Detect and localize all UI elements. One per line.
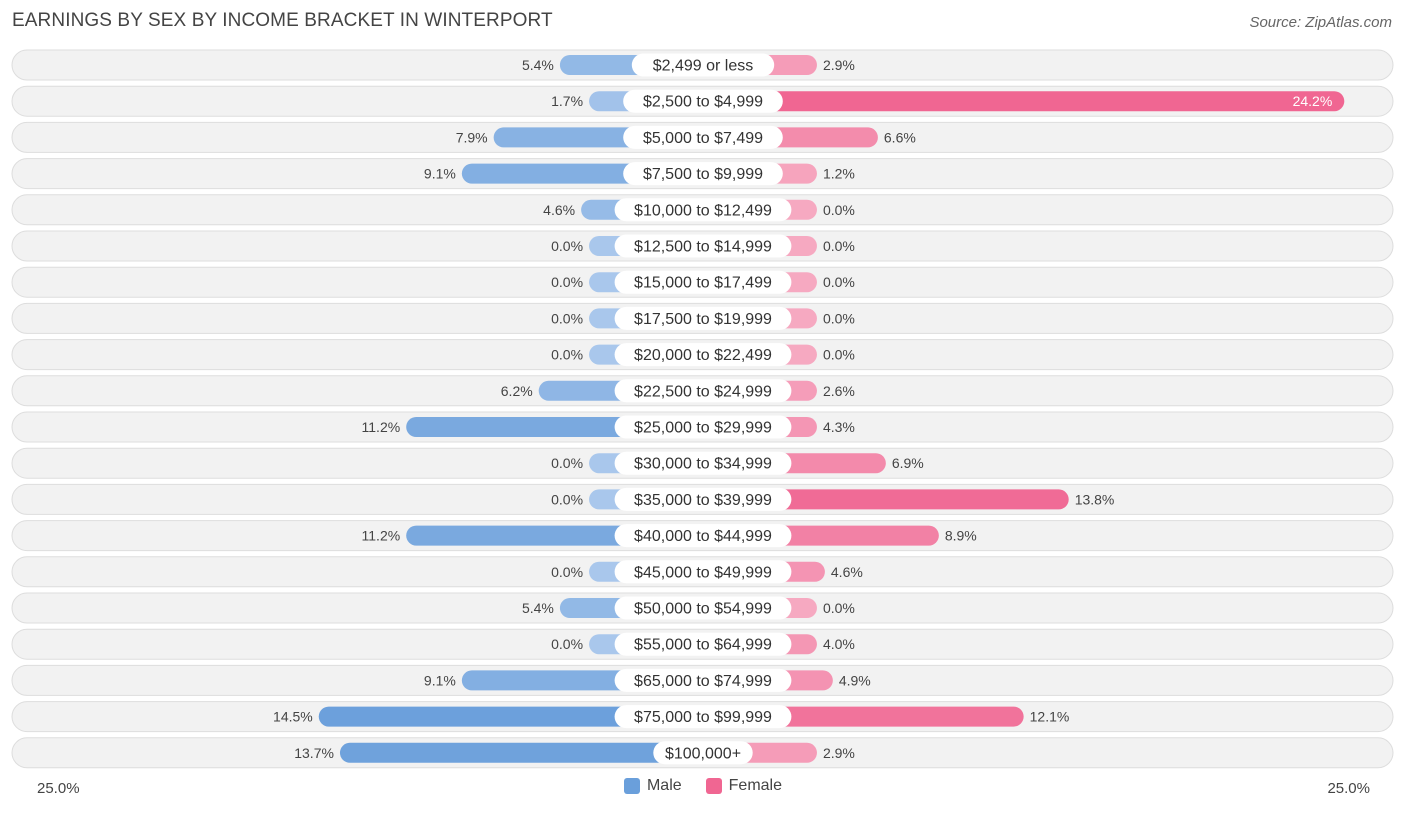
chart-area: $2,499 or less 5.4% 2.9% $2,500 to $4,999 1.… (11, 49, 1394, 769)
male-value-label: 11.2% (362, 419, 401, 435)
male-value-label: 13.7% (294, 745, 334, 761)
legend-label-male: Male (646, 777, 682, 794)
category-label-pill (623, 125, 783, 149)
female-value-label: 0.0% (823, 202, 855, 218)
legend-item-female[interactable]: Female (705, 777, 783, 795)
female-value-label: 13.8% (1075, 491, 1115, 507)
male-value-label: 0.0% (551, 455, 583, 471)
female-value-label: 1.2% (823, 166, 855, 182)
female-value-label: 24.2% (1293, 93, 1333, 109)
category-label-pill (614, 705, 792, 729)
category-label: $2,500 to $4,999 (643, 94, 763, 111)
female-value-label: 12.1% (1030, 709, 1070, 725)
female-bar[interactable] (703, 91, 1345, 112)
category-label: $10,000 to $12,499 (634, 202, 772, 219)
category-label: $100,000+ (665, 745, 741, 762)
female-value-label: 6.6% (884, 129, 916, 145)
category-label-pill (614, 234, 792, 258)
category-label: $22,500 to $24,999 (634, 383, 772, 400)
category-label-pill (614, 306, 792, 330)
female-value-label: 4.0% (823, 636, 855, 652)
male-value-label: 0.0% (551, 564, 583, 580)
male-bar[interactable] (339, 742, 703, 763)
legend-label-female: Female (728, 777, 783, 794)
chart-title: EARNINGS BY SEX BY INCOME BRACKET IN WIN… (12, 10, 553, 31)
legend: Male Female (0, 777, 1406, 795)
category-label-pill (614, 270, 792, 294)
male-value-label: 0.0% (551, 347, 583, 363)
female-value-label: 0.0% (823, 310, 855, 326)
category-label: $2,499 or less (653, 58, 754, 75)
category-label: $45,000 to $49,999 (634, 564, 772, 581)
category-label-pill (623, 89, 783, 113)
male-value-label: 0.0% (551, 636, 583, 652)
female-value-label: 6.9% (892, 455, 924, 471)
female-value-label: 2.6% (823, 383, 855, 399)
male-value-label: 0.0% (551, 274, 583, 290)
male-value-label: 0.0% (551, 491, 583, 507)
category-label-pill (614, 415, 792, 439)
male-value-label: 5.4% (522, 600, 554, 616)
category-label: $40,000 to $44,999 (634, 528, 772, 545)
category-label-pill (614, 524, 792, 548)
male-value-label: 14.5% (273, 709, 313, 725)
female-value-label: 0.0% (823, 347, 855, 363)
legend-item-male[interactable]: Male (623, 777, 682, 795)
category-label-pill (614, 596, 792, 620)
category-label-pill (614, 487, 792, 511)
female-value-label: 4.6% (831, 564, 863, 580)
legend-swatch-male (623, 778, 640, 794)
category-label: $7,500 to $9,999 (643, 166, 763, 183)
female-value-label: 0.0% (823, 238, 855, 254)
male-value-label: 0.0% (551, 310, 583, 326)
male-value-label: 7.9% (456, 129, 488, 145)
category-label-pill (614, 560, 792, 584)
category-label-pill (614, 343, 792, 367)
female-value-label: 2.9% (823, 57, 855, 73)
source-label: Source: ZipAtlas.com (1249, 14, 1392, 31)
male-bar[interactable] (318, 706, 703, 727)
axis-right-label: 25.0% (1327, 780, 1370, 797)
male-value-label: 11.2% (362, 528, 401, 544)
category-label: $55,000 to $64,999 (634, 637, 772, 654)
female-value-label: 4.9% (839, 672, 871, 688)
category-label-pill (614, 632, 792, 656)
category-label: $35,000 to $39,999 (634, 492, 772, 509)
female-bar[interactable] (703, 489, 1069, 510)
axis-left-label: 25.0% (37, 780, 80, 797)
category-label-pill (623, 162, 783, 186)
female-value-label: 8.9% (945, 528, 977, 544)
female-value-label: 0.0% (823, 600, 855, 616)
category-label-pill (614, 451, 792, 475)
category-label: $30,000 to $34,999 (634, 456, 772, 473)
category-label-pill (653, 741, 753, 765)
female-value-label: 2.9% (823, 745, 855, 761)
category-label-pill (631, 53, 775, 77)
category-label: $50,000 to $54,999 (634, 601, 772, 618)
female-value-label: 0.0% (823, 274, 855, 290)
legend-swatch-female (705, 778, 722, 794)
category-label: $5,000 to $7,499 (643, 130, 763, 147)
category-label-pill (614, 379, 792, 403)
category-label-pill (614, 198, 792, 222)
male-value-label: 0.0% (551, 238, 583, 254)
male-value-label: 4.6% (543, 202, 575, 218)
category-label: $25,000 to $29,999 (634, 420, 772, 437)
male-value-label: 6.2% (501, 383, 533, 399)
female-value-label: 4.3% (823, 419, 855, 435)
category-label: $20,000 to $22,499 (634, 347, 772, 364)
category-label: $17,500 to $19,999 (634, 311, 772, 328)
male-value-label: 9.1% (424, 672, 456, 688)
male-value-label: 1.7% (551, 93, 583, 109)
male-value-label: 5.4% (522, 57, 554, 73)
category-label: $65,000 to $74,999 (634, 673, 772, 690)
male-value-label: 9.1% (424, 166, 456, 182)
category-label: $75,000 to $99,999 (634, 709, 772, 726)
category-label-pill (614, 668, 792, 692)
category-label: $12,500 to $14,999 (634, 239, 772, 256)
category-label: $15,000 to $17,499 (634, 275, 772, 292)
